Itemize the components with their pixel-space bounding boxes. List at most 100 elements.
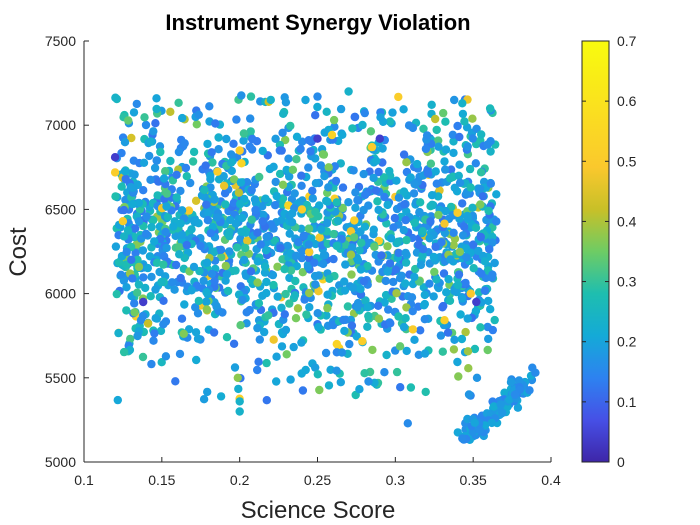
data-point	[147, 222, 156, 232]
data-point	[134, 217, 144, 226]
data-point	[486, 137, 495, 146]
data-point	[297, 338, 306, 347]
data-point	[458, 294, 467, 303]
data-point	[287, 218, 297, 227]
data-point	[219, 181, 229, 190]
data-point	[374, 301, 383, 310]
data-point	[253, 257, 262, 266]
data-point	[260, 327, 269, 337]
data-point	[175, 243, 184, 252]
data-point	[277, 303, 286, 312]
data-point	[455, 160, 464, 169]
data-point	[248, 134, 257, 144]
data-point	[280, 310, 289, 319]
data-point	[425, 234, 434, 243]
data-point	[178, 113, 187, 123]
data-point	[145, 151, 154, 161]
data-point	[281, 325, 291, 335]
data-point	[332, 366, 341, 375]
data-point	[110, 153, 120, 162]
data-point	[443, 328, 453, 337]
data-point	[162, 202, 171, 211]
data-point	[199, 276, 208, 286]
data-point	[149, 216, 158, 225]
data-point	[349, 283, 358, 292]
data-point	[194, 110, 203, 120]
data-point	[282, 350, 291, 359]
data-point	[304, 247, 314, 257]
data-point	[402, 346, 411, 356]
data-point	[214, 145, 223, 154]
data-point	[420, 315, 429, 324]
data-point	[450, 335, 459, 344]
data-point	[496, 400, 505, 409]
data-point	[427, 200, 437, 209]
data-point	[196, 241, 205, 251]
data-point	[469, 240, 478, 249]
data-point	[313, 92, 322, 101]
data-point	[281, 98, 291, 107]
data-point	[247, 185, 256, 195]
data-point	[229, 139, 238, 148]
x-tick-label: 0.3	[386, 472, 406, 488]
data-point	[280, 265, 289, 274]
data-point	[322, 107, 331, 117]
data-point	[458, 434, 467, 443]
data-point	[393, 237, 403, 246]
data-point	[288, 209, 297, 218]
data-point	[392, 367, 402, 377]
data-point	[329, 115, 339, 125]
data-point	[410, 179, 419, 189]
data-point	[167, 278, 177, 287]
data-point	[231, 266, 240, 275]
data-point	[175, 349, 185, 359]
data-point	[237, 227, 246, 236]
data-point	[311, 111, 320, 120]
data-point	[506, 378, 516, 387]
data-point	[345, 339, 354, 349]
data-point	[341, 260, 350, 269]
data-point	[191, 303, 200, 312]
data-point	[177, 314, 187, 323]
data-point	[282, 165, 291, 175]
y-tick-label: 6500	[45, 201, 76, 217]
data-point	[471, 306, 481, 316]
data-point	[441, 145, 451, 154]
data-point	[322, 219, 332, 228]
data-point	[254, 357, 263, 366]
data-point	[316, 161, 326, 170]
data-point	[483, 345, 492, 355]
data-point	[222, 270, 231, 279]
colorbar-tick-label: 0.1	[617, 394, 637, 410]
data-point	[128, 183, 137, 192]
data-point	[338, 130, 347, 139]
data-point	[327, 130, 337, 140]
data-point	[441, 165, 450, 174]
data-point	[360, 190, 370, 200]
data-point	[176, 219, 185, 228]
data-point	[204, 209, 213, 218]
data-point	[406, 173, 415, 182]
data-point	[222, 333, 232, 342]
data-point	[207, 148, 216, 157]
data-point	[177, 206, 187, 215]
y-tick-label: 6000	[45, 286, 76, 302]
data-point	[273, 262, 282, 271]
data-point	[453, 280, 463, 290]
data-point	[239, 136, 248, 145]
data-point	[240, 255, 249, 265]
data-point	[468, 134, 477, 143]
x-axis-label: Science Score	[241, 497, 396, 524]
data-point	[246, 114, 255, 123]
data-point	[344, 198, 353, 207]
data-point	[351, 188, 360, 197]
data-point	[262, 277, 271, 287]
data-point	[401, 279, 410, 288]
data-point	[458, 99, 467, 108]
data-point	[157, 358, 166, 367]
data-point	[255, 335, 264, 344]
data-point	[189, 262, 199, 272]
data-point	[324, 381, 334, 390]
data-point	[323, 197, 332, 206]
data-point	[180, 300, 189, 309]
